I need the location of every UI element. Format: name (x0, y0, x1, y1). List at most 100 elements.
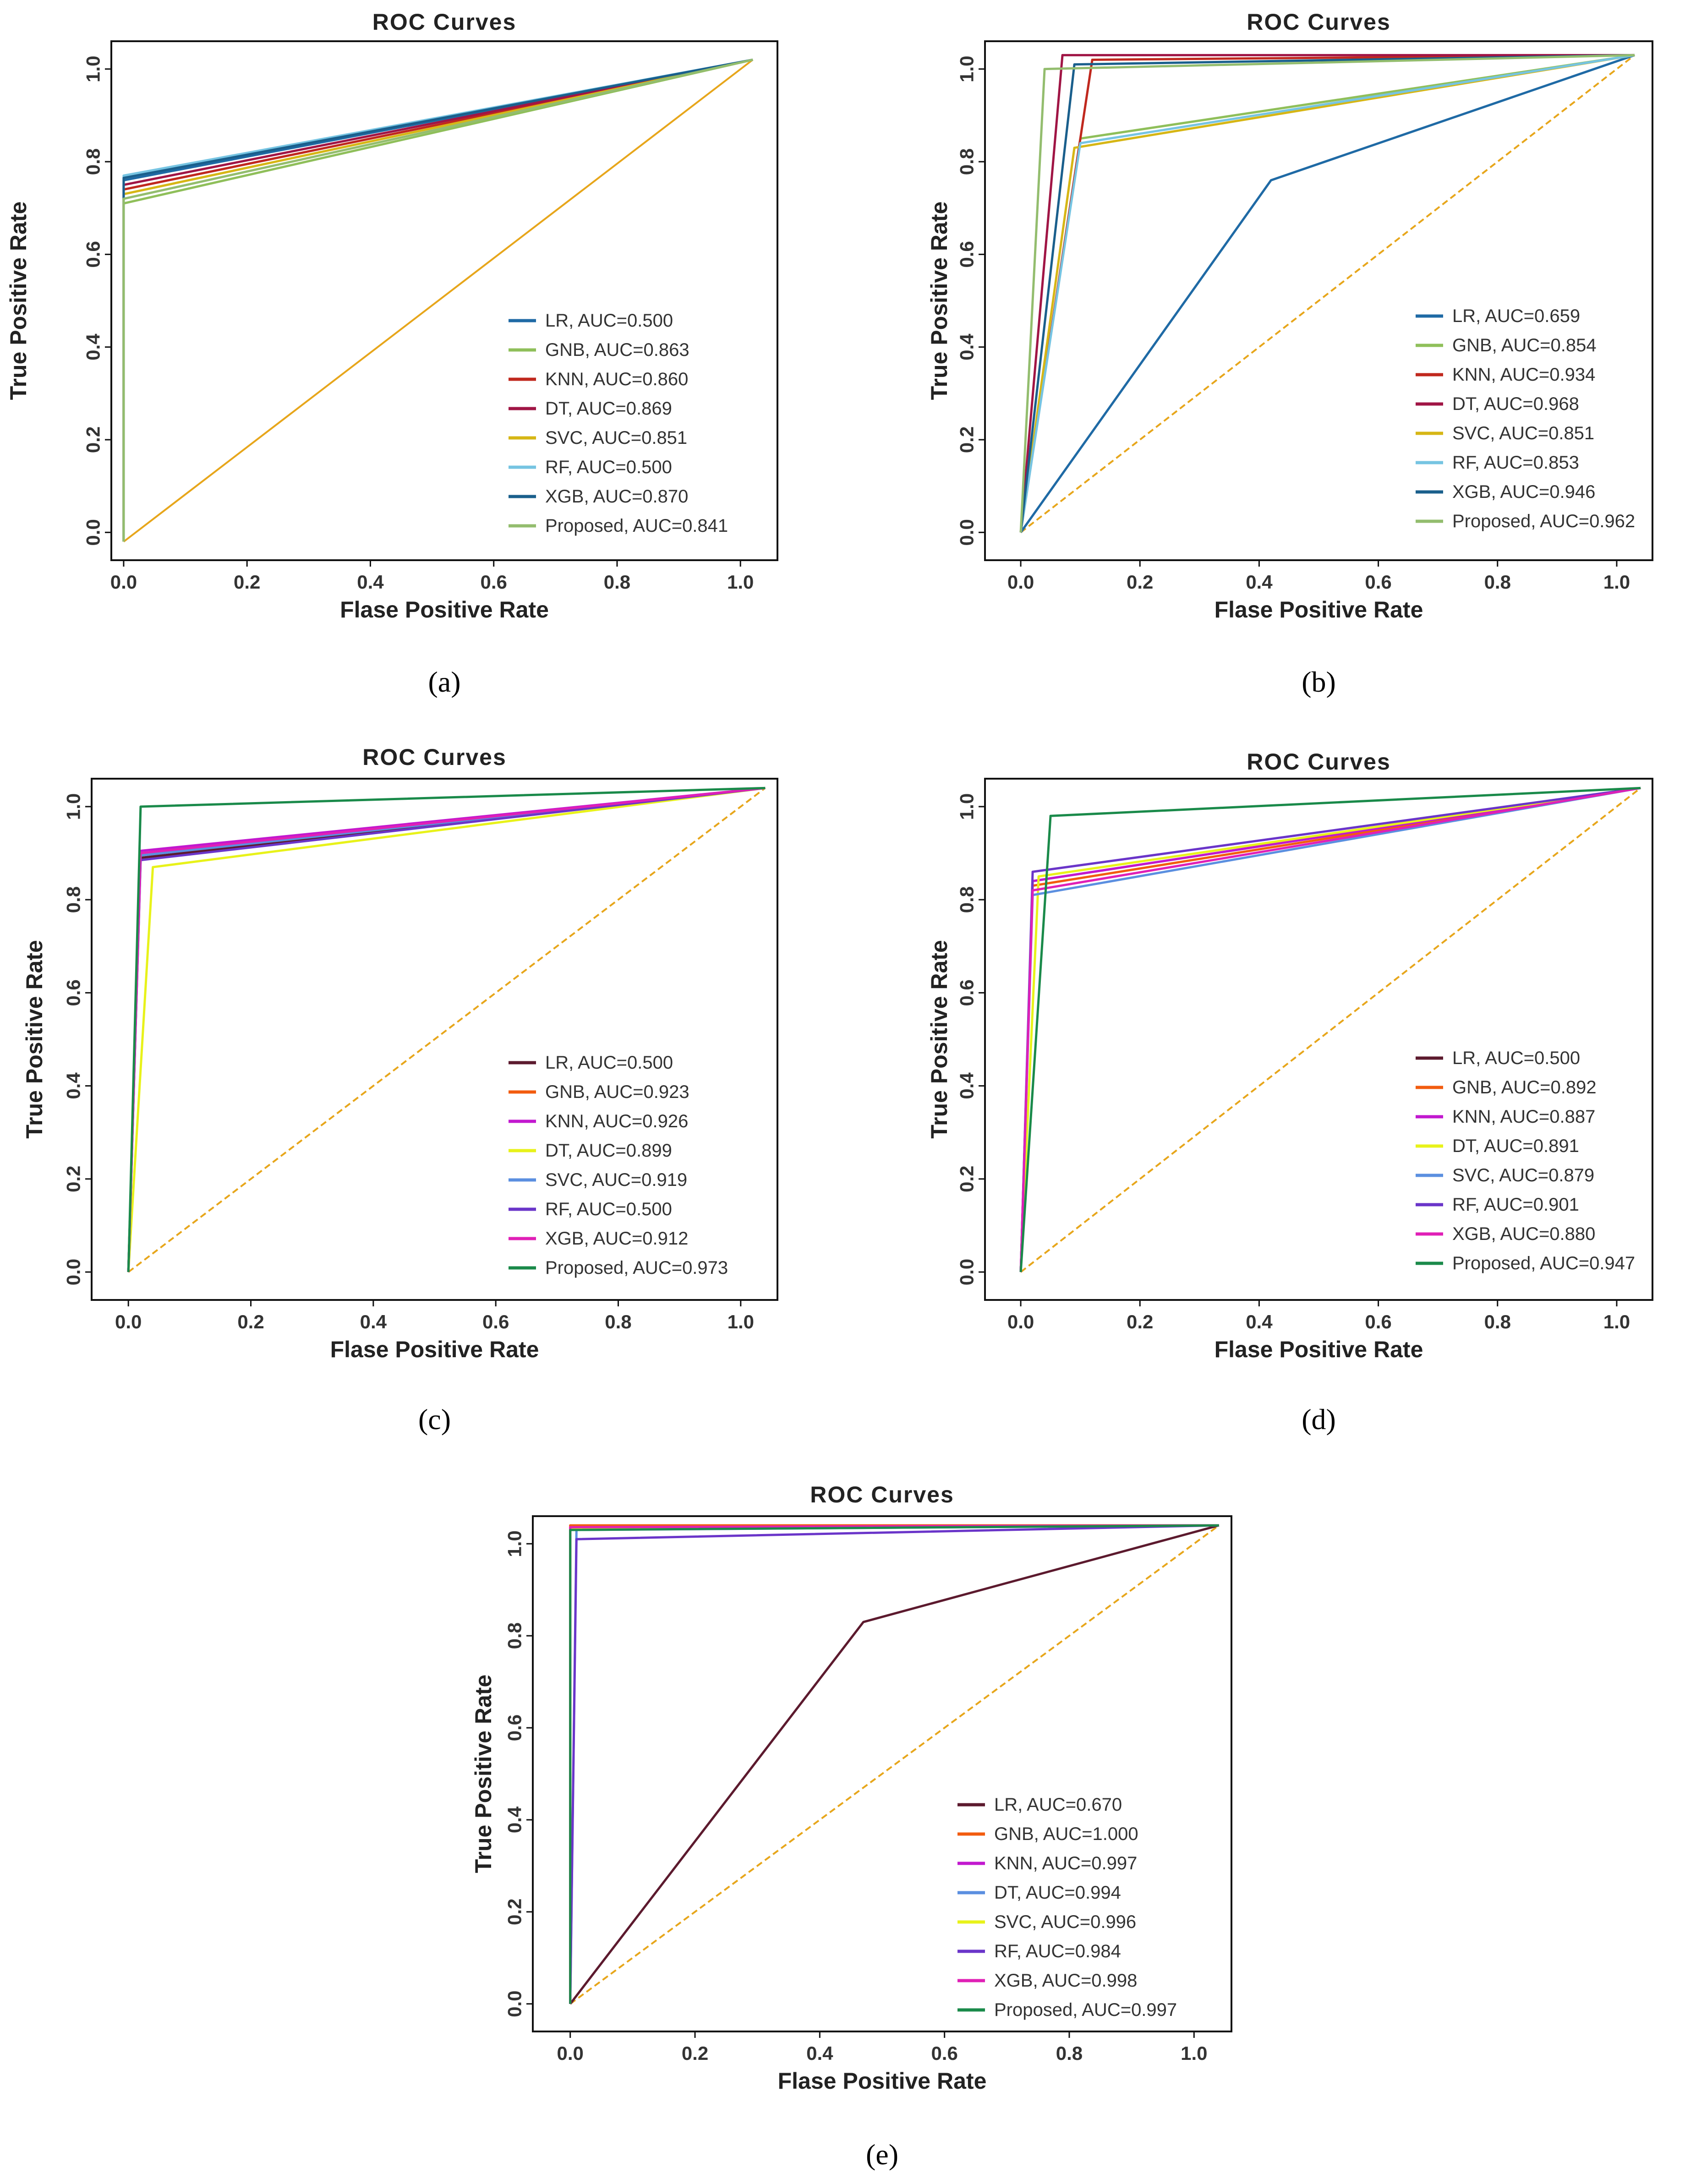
panel-caption: (e) (866, 2138, 898, 2171)
legend-label-knn: KNN, AUC=0.860 (545, 369, 688, 389)
x-tick-label: 0.6 (1365, 1311, 1391, 1332)
y-tick-label: 0.0 (82, 519, 104, 546)
x-tick-label: 0.6 (1365, 571, 1391, 593)
roc-line-rf (1019, 54, 1635, 533)
x-tick-label: 1.0 (1603, 1311, 1630, 1332)
legend-label-xgb: XGB, AUC=0.946 (1452, 482, 1595, 502)
x-tick-label: 0.2 (234, 571, 260, 593)
legend-label-xgb: XGB, AUC=0.912 (545, 1228, 688, 1249)
legend-label-xgb: XGB, AUC=0.880 (1452, 1224, 1595, 1244)
legend-label-gnb: GNB, AUC=0.854 (1452, 335, 1597, 355)
y-tick-label: 0.6 (504, 1714, 525, 1741)
legend-label-svc: SVC, AUC=0.879 (1452, 1165, 1594, 1185)
plot-frame (984, 778, 1653, 1301)
roc-line-dt (1019, 786, 1641, 1272)
legend-label-rf: RF, AUC=0.853 (1452, 453, 1579, 473)
y-axis-label: True Positive Rate (5, 202, 31, 400)
x-tick-label: 0.4 (360, 1311, 387, 1332)
roc-line-lr (1020, 54, 1635, 533)
y-tick-label: 0.6 (63, 979, 84, 1006)
x-tick-label: 0.8 (605, 1311, 631, 1332)
plot-frame (984, 40, 1653, 561)
legend: LR, AUC=0.670 GNB, AUC=1.000 KNN, AUC=0.99… (957, 1795, 1177, 2020)
legend-label-proposed: Proposed, AUC=0.841 (545, 516, 728, 536)
y-tick-label: 0.8 (82, 148, 104, 175)
x-axis-label: Flase Positive Rate (1215, 1337, 1423, 1362)
y-tick-label: 0.4 (504, 1806, 525, 1833)
diagonal-reference-line (127, 787, 766, 1273)
chart-panel-e: ROC Curves 0.0 0.2 0.4 0.6 0.8 1.0 0.0 0.2 0.4 0.6… (471, 1482, 1232, 2171)
y-axis-label: True Positive Rate (471, 1675, 496, 1873)
legend-label-dt: DT, AUC=0.899 (545, 1141, 672, 1161)
y-tick-label: 0.2 (956, 426, 978, 453)
plot-area (569, 1524, 1220, 2005)
roc-line-svc (569, 1524, 1219, 2004)
x-axis-label: Flase Positive Rate (778, 2068, 987, 2094)
roc-line-dt (1019, 54, 1635, 533)
diagonal-reference-line (569, 1524, 1220, 2005)
legend-label-svc: SVC, AUC=0.996 (994, 1912, 1136, 1932)
y-axis-label: True Positive Rate (22, 940, 47, 1139)
roc-line-lr (569, 1524, 1220, 2005)
panel-caption: (b) (1302, 666, 1336, 698)
x-tick-label: 0.4 (1246, 571, 1273, 593)
roc-line-proposed (127, 786, 766, 1272)
x-tick-label: 0.8 (1484, 571, 1511, 593)
y-tick-label: 0.4 (63, 1072, 84, 1099)
legend-label-proposed: Proposed, AUC=0.997 (994, 2000, 1177, 2020)
legend-label-svc: SVC, AUC=0.919 (545, 1170, 687, 1190)
chart-title: ROC Curves (1247, 9, 1391, 35)
x-tick-label: 0.8 (1484, 1311, 1511, 1332)
legend-label-lr: LR, AUC=0.500 (1452, 1048, 1580, 1068)
roc-line-proposed (1019, 786, 1641, 1272)
chart-title: ROC Curves (372, 9, 517, 35)
legend-label-dt: DT, AUC=0.994 (994, 1883, 1121, 1903)
legend-label-knn: KNN, AUC=0.887 (1452, 1107, 1595, 1127)
legend-label-knn: KNN, AUC=0.926 (545, 1111, 688, 1131)
roc-line-rf (569, 1524, 1219, 2004)
panel-caption: (d) (1302, 1403, 1336, 1436)
y-tick-label: 0.4 (82, 333, 104, 360)
x-tick-label: 0.8 (604, 571, 630, 593)
roc-line-knn (569, 1524, 1219, 2004)
legend: LR, AUC=0.500 GNB, AUC=0.892 KNN, AUC=0.88… (1416, 1048, 1635, 1273)
x-tick-label: 1.0 (727, 571, 754, 593)
roc-line-proposed (569, 1524, 1219, 2004)
x-tick-label: 0.2 (1127, 1311, 1153, 1332)
x-tick-label: 1.0 (728, 1311, 754, 1332)
chart-panel-c: ROC Curves 0.0 0.2 0.4 0.6 0.8 1.0 0.0 0.2 0.4 0.6… (22, 744, 778, 1436)
y-tick-label: 0.8 (63, 886, 84, 913)
legend-label-rf: RF, AUC=0.500 (545, 1199, 672, 1219)
y-tick-label: 0.6 (956, 241, 978, 268)
x-tick-label: 0.4 (357, 571, 384, 593)
legend: LR, AUC=0.500 GNB, AUC=0.923 KNN, AUC=0.92… (509, 1053, 728, 1278)
legend-label-knn: KNN, AUC=0.934 (1452, 365, 1595, 385)
x-tick-label: 0.0 (115, 1311, 142, 1332)
legend-label-dt: DT, AUC=0.869 (545, 399, 672, 419)
y-tick-label: 0.6 (956, 979, 978, 1006)
legend-label-dt: DT, AUC=0.891 (1452, 1136, 1579, 1156)
plot-frame (91, 778, 778, 1301)
x-tick-label: 0.0 (1007, 571, 1034, 593)
chart-panel-a: ROC Curves 0.0 0.2 0.4 0.6 0.8 1.0 0.0 0.2 0.4 0.6… (5, 9, 778, 698)
legend-label-rf: RF, AUC=0.901 (1452, 1195, 1579, 1215)
x-tick-label: 0.0 (110, 571, 137, 593)
x-tick-label: 0.4 (1246, 1311, 1273, 1332)
y-tick-label: 0.6 (82, 241, 104, 268)
legend-label-lr: LR, AUC=0.670 (994, 1795, 1122, 1815)
y-tick-label: 1.0 (504, 1530, 525, 1557)
legend-label-rf: RF, AUC=0.984 (994, 1941, 1121, 1961)
plot-area (1019, 54, 1636, 533)
y-axis-label: True Positive Rate (926, 940, 952, 1139)
legend-label-gnb: GNB, AUC=0.892 (1452, 1077, 1597, 1097)
legend-label-knn: KNN, AUC=0.997 (994, 1853, 1137, 1873)
x-tick-label: 0.2 (682, 2042, 708, 2064)
y-tick-label: 0.8 (956, 886, 978, 913)
legend-label-svc: SVC, AUC=0.851 (545, 428, 687, 448)
roc-line-proposed (122, 59, 753, 542)
legend-label-lr: LR, AUC=0.500 (545, 1053, 673, 1073)
plot-frame (110, 40, 778, 561)
y-tick-label: 0.0 (956, 1259, 978, 1285)
y-tick-label: 1.0 (63, 793, 84, 820)
